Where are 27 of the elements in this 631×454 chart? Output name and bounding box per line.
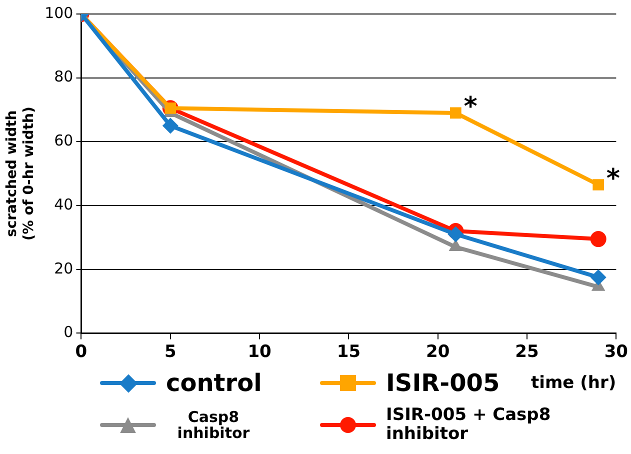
- x-tick-label: 20: [426, 342, 450, 362]
- point: [162, 118, 178, 134]
- y-tick-label: 80: [54, 68, 74, 86]
- x-tick-label: 15: [336, 342, 361, 362]
- legend-label: Casp8 inhibitor: [176, 408, 251, 442]
- x-axis-title: time (hr): [531, 373, 616, 394]
- y-tick-label: 100: [44, 4, 74, 22]
- legend-label: ISIR-005: [386, 369, 500, 397]
- point: [450, 107, 462, 119]
- point: [592, 179, 604, 190]
- y-tick-label: 40: [54, 195, 74, 214]
- x-tick-label: 5: [164, 342, 176, 362]
- x-tick-label: 0: [75, 342, 88, 362]
- y-tick-label: 60: [54, 132, 74, 150]
- x-tick-label: 25: [515, 342, 539, 362]
- legend-label: ISIR-005 + Casp8 inhibitor: [386, 405, 552, 444]
- point: [590, 231, 606, 248]
- legend-label: control: [166, 369, 262, 397]
- y-tick-label: 20: [54, 259, 74, 278]
- x-tick-label: 30: [604, 342, 628, 362]
- y-axis-title: scratched width (% of 0-hr width): [4, 106, 37, 241]
- x-tick-label: 10: [248, 342, 272, 362]
- point: [448, 226, 464, 242]
- annotation: *: [606, 164, 620, 194]
- point: [590, 269, 606, 286]
- annotation: *: [464, 92, 478, 122]
- y-tick-label: 0: [64, 323, 74, 342]
